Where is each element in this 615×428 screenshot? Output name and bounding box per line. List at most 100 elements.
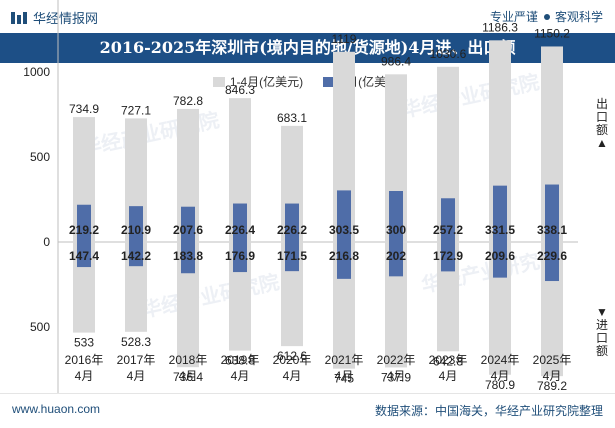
bar-month-export: [77, 204, 91, 242]
data-label-month-export: 338.1: [537, 223, 567, 237]
bar-month-import: [77, 242, 91, 268]
x-tick-label-month: 4月: [491, 369, 510, 383]
up-arrow-icon: ▲: [596, 136, 608, 150]
bar-month-export: [129, 206, 143, 242]
x-tick-label-year: 2018年: [169, 353, 208, 367]
x-tick-label-month: 4月: [127, 369, 146, 383]
data-label-cumulative-export: 986.4: [381, 54, 411, 68]
data-label-month-import: 229.6: [537, 249, 567, 263]
tagline-part-1: 专业严谨: [489, 10, 538, 24]
dot-separator-icon: [543, 14, 550, 21]
data-label-cumulative-export: 1186.3: [482, 20, 518, 34]
bar-month-export: [493, 185, 507, 242]
import-axis-label: ▼ 进口额: [595, 306, 609, 358]
bar-cumulative-import: [177, 242, 199, 368]
bar-month-import: [337, 242, 351, 279]
bar-month-import: [493, 242, 507, 278]
data-label-month-export: 207.6: [173, 223, 203, 237]
data-label-cumulative-import: 736.4: [173, 370, 203, 384]
legend-label-cumulative: 1-4月(亿美元): [229, 75, 304, 89]
export-axis-text: 出口额: [595, 97, 608, 137]
data-label-cumulative-import: 533: [74, 336, 94, 350]
brand[interactable]: 华经情报网: [10, 8, 98, 27]
bar-month-export: [285, 203, 299, 242]
tagline-part-2: 客观科学: [554, 10, 603, 24]
chart-area: 1500100050005001000734.9533219.2147.4201…: [23, 0, 578, 393]
footer-url[interactable]: www.huaon.com: [12, 402, 101, 416]
brand-logo-icon: [11, 11, 27, 24]
data-label-cumulative-import: 638.8: [225, 354, 255, 368]
data-label-cumulative-export: 1030.6: [430, 47, 467, 61]
data-label-cumulative-import: 789.2: [537, 379, 567, 393]
data-label-month-export: 303.5: [329, 223, 359, 237]
x-tick-label-year: 2016年: [65, 353, 104, 367]
data-label-cumulative-import: 528.3: [121, 335, 151, 349]
x-tick-label-month: 4月: [179, 369, 198, 383]
x-tick-label-month: 4月: [335, 369, 354, 383]
x-tick-label-month: 4月: [231, 369, 250, 383]
x-tick-label-year: 2017年: [117, 353, 156, 367]
data-label-cumulative-export: 782.8: [173, 94, 203, 108]
bar-month-export: [389, 191, 403, 242]
data-label-month-export: 331.5: [485, 223, 515, 237]
top-bar: 华经情报网 专业严谨 客观科学: [0, 0, 615, 33]
footer: www.huaon.com 数据来源：中国海关，华经产业研究院整理: [0, 393, 615, 428]
data-label-month-export: 219.2: [69, 223, 99, 237]
bar-month-import: [441, 242, 455, 272]
data-label-month-import: 183.8: [173, 249, 203, 263]
x-tick-label-month: 4月: [387, 369, 406, 383]
export-axis-label: 出口额 ▲: [595, 98, 609, 150]
bar-month-export: [233, 203, 247, 242]
data-label-cumulative-import: 780.9: [485, 378, 515, 392]
bar-cumulative-export: [437, 66, 459, 242]
bar-month-export: [441, 198, 455, 242]
brand-name: 华经情报网: [33, 11, 99, 26]
bar-month-import: [389, 242, 403, 277]
data-label-cumulative-import: 642.8: [433, 354, 463, 368]
x-tick-label-year: 2019年: [221, 353, 260, 367]
data-label-cumulative-export: 727.1: [121, 103, 151, 117]
x-tick-label-year: 2023年: [429, 353, 468, 367]
bar-month-import: [545, 242, 559, 282]
data-label-month-import: 202: [386, 249, 406, 263]
bar-month-import: [233, 242, 247, 273]
x-tick-label-month: 4月: [283, 369, 302, 383]
bar-month-export: [545, 184, 559, 242]
legend-swatch-month: [322, 76, 335, 87]
data-label-month-export: 300: [386, 223, 406, 237]
data-label-cumulative-import: 612.6: [277, 349, 307, 363]
data-label-cumulative-import: 745: [334, 372, 354, 386]
data-label-cumulative-export: 846.3: [225, 83, 255, 97]
data-label-month-import: 216.8: [329, 249, 359, 263]
x-tick-label-year: 2020年: [273, 353, 312, 367]
x-tick-label-month: 4月: [543, 369, 562, 383]
down-arrow-icon: ▼: [596, 305, 608, 319]
data-label-cumulative-export: 1150.2: [534, 26, 570, 40]
footer-source: 数据来源：中国海关，华经产业研究院整理: [374, 404, 603, 418]
y-tick-label: 500: [30, 320, 50, 334]
data-label-month-export: 226.2: [277, 223, 307, 237]
chart-title: 2016-2025年深圳市(境内目的地/货源地)4月进、出口额: [0, 33, 615, 63]
y-tick-label: 1000: [23, 65, 50, 79]
x-tick-label-year: 2021年: [325, 353, 364, 367]
data-label-month-import: 147.4: [69, 249, 99, 263]
x-tick-label-month: 4月: [75, 369, 94, 383]
data-label-month-export: 210.9: [121, 223, 151, 237]
data-label-month-import: 171.5: [277, 249, 307, 263]
data-label-cumulative-export: 734.9: [69, 102, 99, 116]
data-label-month-import: 172.9: [433, 249, 463, 263]
import-axis-text: 进口额: [595, 318, 608, 358]
legend-item-cumulative[interactable]: 1-4月(亿美元): [212, 73, 304, 90]
data-label-month-export: 257.2: [433, 223, 463, 237]
data-label-month-import: 142.2: [121, 249, 151, 263]
y-tick-label: 500: [30, 150, 50, 164]
data-label-month-import: 209.6: [485, 249, 515, 263]
bar-month-import: [285, 242, 299, 272]
tagline: 专业严谨 客观科学: [490, 8, 603, 25]
data-label-cumulative-export: 1119: [332, 32, 357, 46]
legend-swatch-cumulative: [212, 76, 225, 87]
data-label-cumulative-import: 737.9: [381, 370, 411, 384]
data-label-cumulative-export: 683.1: [277, 111, 307, 125]
data-label-month-import: 176.9: [225, 249, 255, 263]
x-tick-label-year: 2025年: [533, 353, 572, 367]
